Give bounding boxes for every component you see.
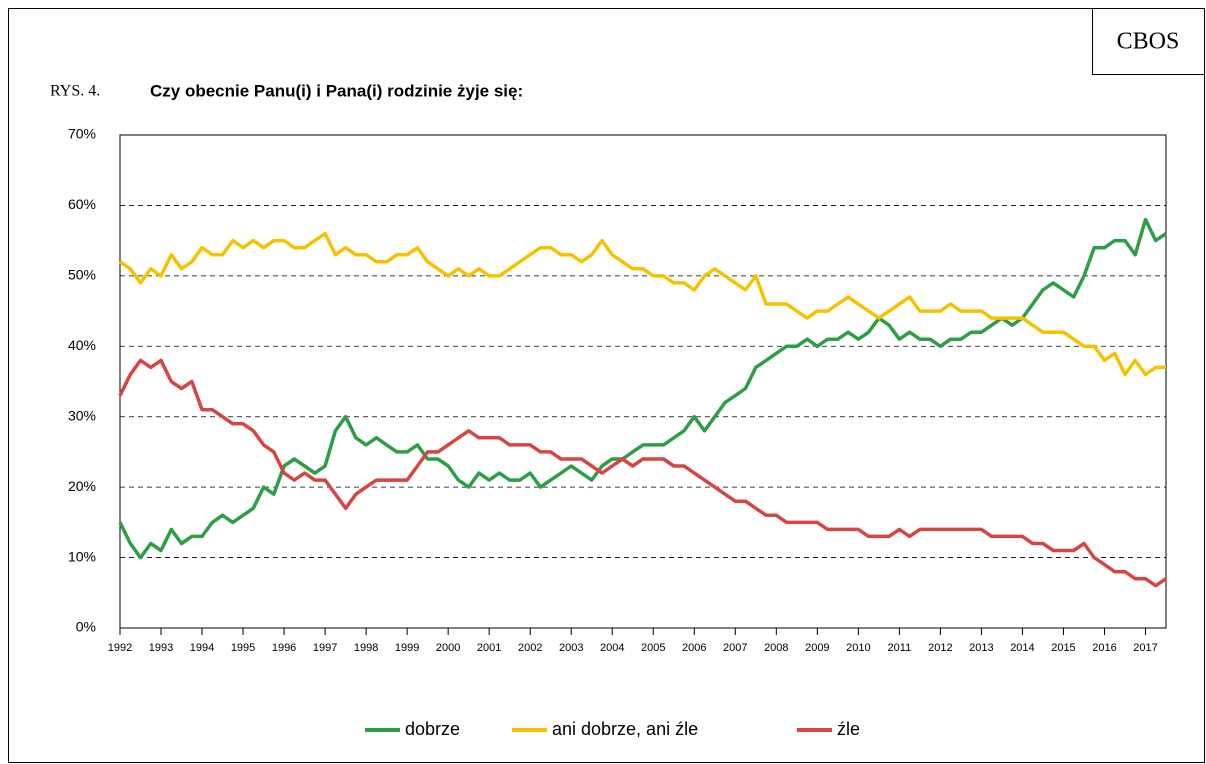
x-tick-label: 2008 (764, 642, 788, 654)
x-tick-label: 2003 (559, 642, 583, 654)
legend-label: dobrze (405, 719, 460, 739)
y-tick-label: 10% (68, 548, 96, 564)
x-tick-label: 2014 (1010, 642, 1034, 654)
y-tick-label: 0% (76, 619, 96, 635)
x-tick-label: 1995 (231, 642, 255, 654)
page-border (8, 8, 1205, 763)
logo: CBOS (1117, 29, 1180, 55)
figure-label: RYS. 4. (50, 83, 100, 100)
series-line (119, 231, 1166, 377)
y-tick-label: 50% (68, 267, 96, 283)
x-tick-label: 2005 (641, 642, 665, 654)
x-tick-label: 2002 (518, 642, 542, 654)
x-tick-label: 1996 (272, 642, 296, 654)
x-tick-label: 2012 (928, 642, 952, 654)
x-tick-label: 2017 (1133, 642, 1157, 654)
series-line (118, 358, 1167, 588)
x-tick-label: 2000 (436, 642, 460, 654)
y-tick-label: 60% (68, 196, 96, 212)
x-tick-label: 1994 (190, 642, 214, 654)
x-tick-label: 2001 (477, 642, 501, 654)
x-tick-label: 2006 (682, 642, 706, 654)
y-tick-label: 20% (68, 478, 96, 494)
logo-box (1092, 8, 1205, 75)
legend-label: ani dobrze, ani źle (552, 719, 698, 739)
x-tick-label: 1999 (395, 642, 419, 654)
x-tick-label: 1997 (313, 642, 337, 654)
x-tick-label: 1992 (108, 642, 132, 654)
legend-label: źle (837, 719, 860, 739)
x-tick-label: 2010 (846, 642, 870, 654)
x-tick-label: 1998 (354, 642, 378, 654)
plot-frame (119, 134, 1167, 629)
x-tick-label: 2016 (1092, 642, 1116, 654)
y-tick-label: 70% (68, 126, 96, 142)
x-tick-label: 2013 (969, 642, 993, 654)
x-tick-label: 2009 (805, 642, 829, 654)
x-tick-label: 2004 (600, 642, 624, 654)
y-tick-label: 40% (68, 337, 96, 353)
y-tick-label: 30% (68, 407, 96, 423)
x-tick-label: 2015 (1051, 642, 1075, 654)
x-tick-label: 2007 (723, 642, 747, 654)
series-line (118, 217, 1167, 560)
x-tick-label: 2011 (888, 642, 912, 654)
x-tick-label: 1993 (149, 642, 173, 654)
chart-title: Czy obecnie Panu(i) i Pana(i) rodzinie ż… (150, 81, 523, 100)
